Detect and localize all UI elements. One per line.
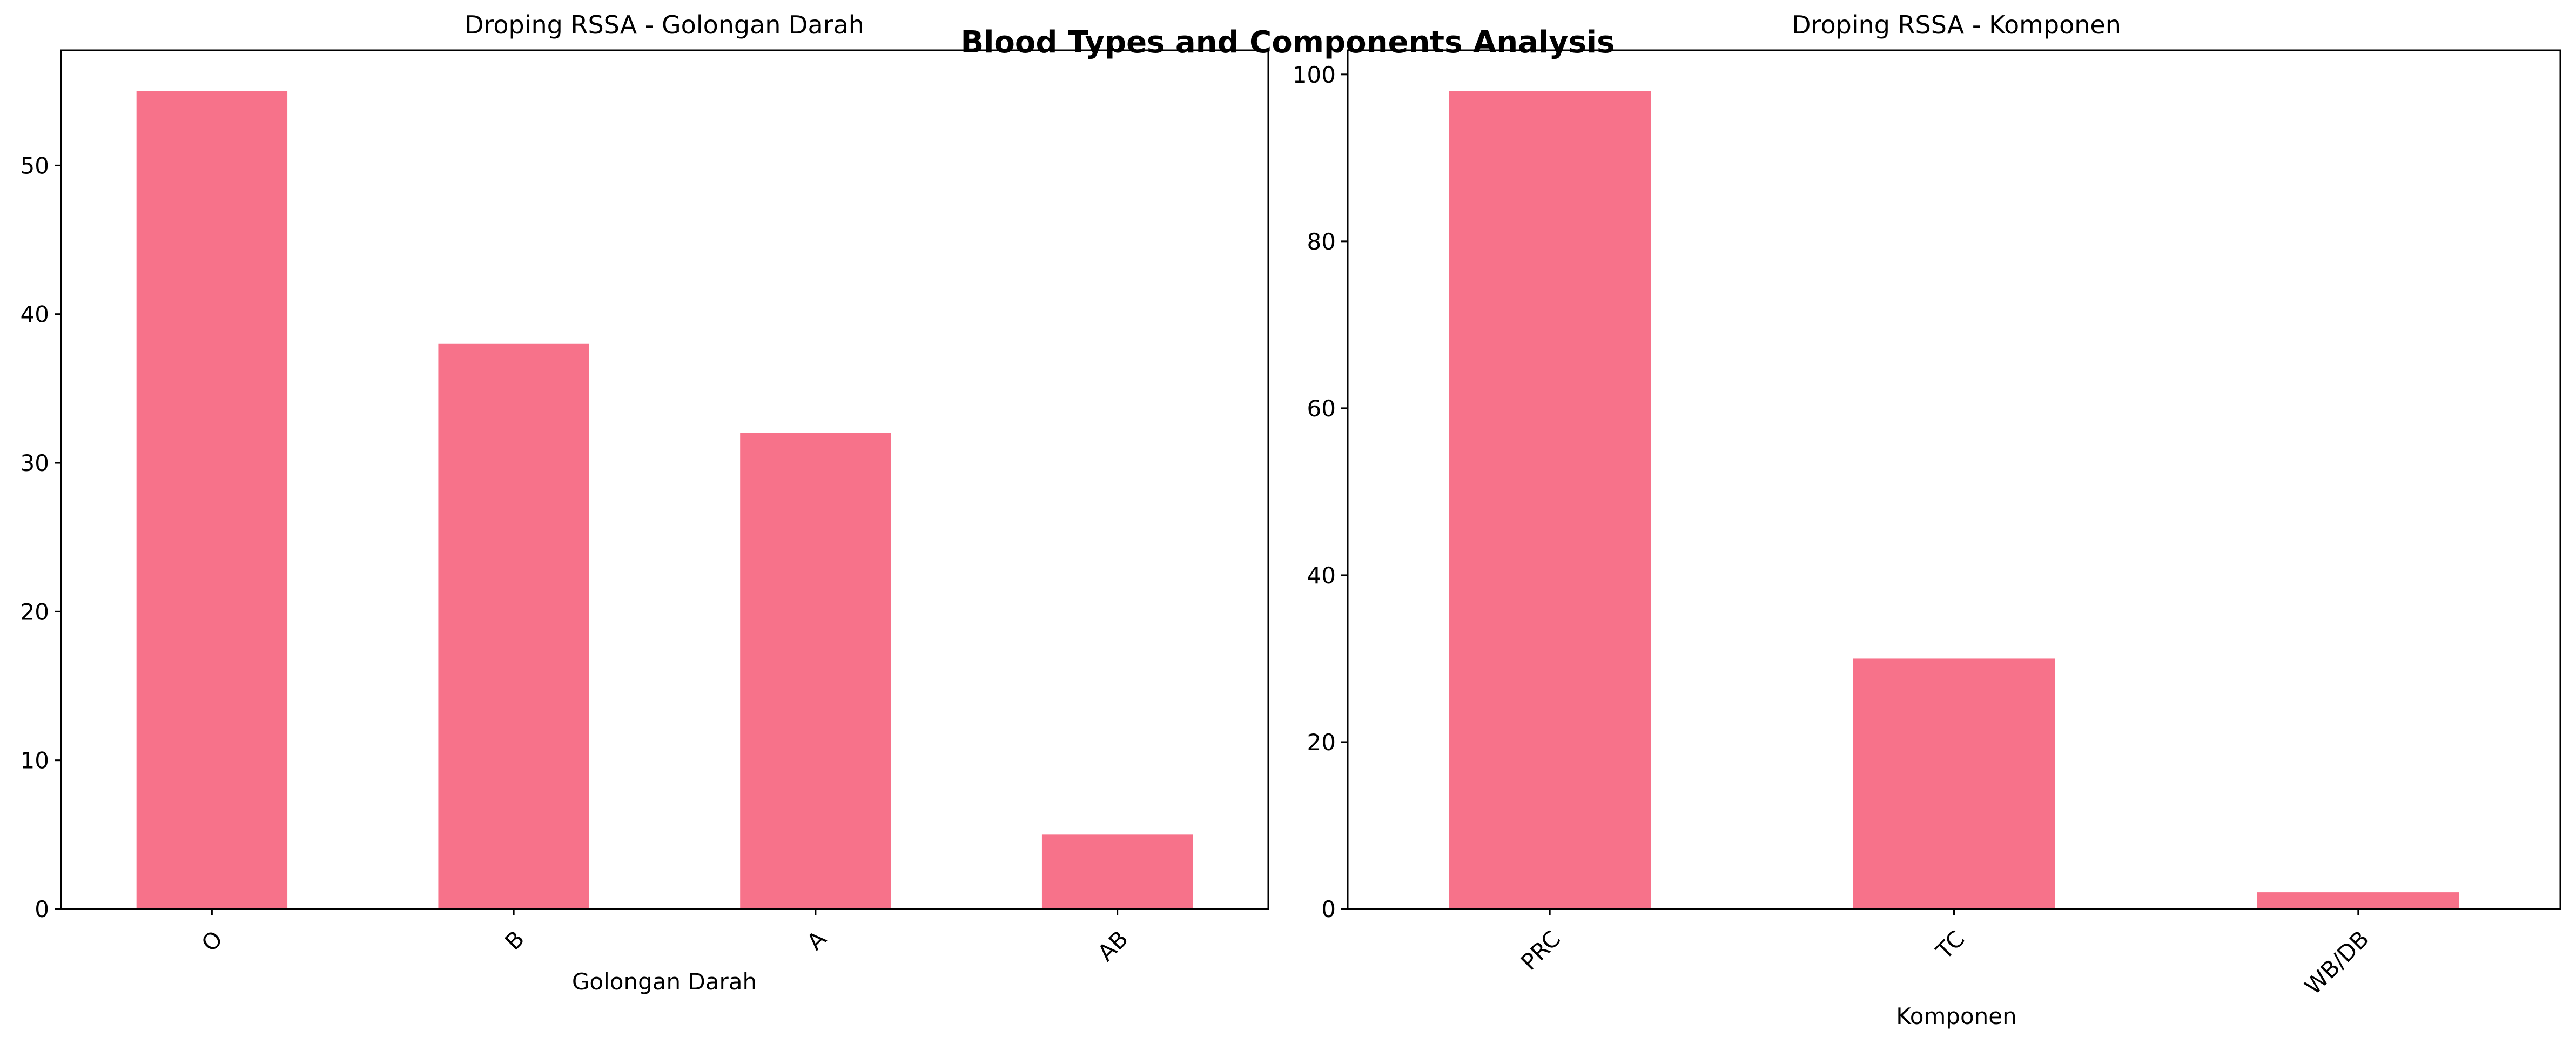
y-tick-label: 80: [1307, 228, 1336, 255]
chart-title: Droping RSSA - Golongan Darah: [465, 10, 864, 39]
y-tick-label: 40: [1307, 562, 1336, 589]
bar-group: [1449, 91, 2459, 910]
axes-frame: [1347, 49, 2561, 910]
y-tick-label: 10: [21, 747, 49, 774]
y-tick-label: 20: [21, 598, 49, 625]
x-axis-label: Komponen: [1896, 1003, 2017, 1029]
y-tick-label: 20: [1307, 729, 1336, 756]
bar-group: [136, 91, 1193, 910]
y-tick-label: 0: [1321, 896, 1336, 922]
bar-prc: [1449, 91, 1651, 910]
y-axis-ticks: 0 20 40 60 80 100: [1293, 62, 1348, 922]
bar-o: [136, 91, 288, 910]
y-tick-label: 40: [21, 301, 49, 328]
y-tick-label: 0: [35, 896, 49, 922]
y-tick-label: 50: [21, 152, 49, 179]
bar-tc: [1853, 658, 2055, 909]
y-tick-label: 30: [21, 450, 49, 476]
chart-title: Droping RSSA - Komponen: [1792, 10, 2121, 39]
y-tick-label: 60: [1307, 395, 1336, 422]
chart-panel-blood-types: Droping RSSA - Golongan Darah 0 10 20 30 40 5…: [21, 10, 1269, 995]
bar-wb-db: [2257, 892, 2459, 909]
y-tick-label: 100: [1293, 62, 1336, 88]
axes-frame: [60, 49, 1269, 910]
figure-suptitle: Blood Types and Components Analysis: [961, 25, 1615, 60]
y-axis-ticks: 0 10 20 30 40 50: [21, 152, 61, 922]
bar-b: [438, 343, 589, 909]
bar-ab: [1041, 834, 1193, 909]
x-axis-label: Golongan Darah: [572, 968, 757, 995]
bar-a: [740, 433, 891, 909]
